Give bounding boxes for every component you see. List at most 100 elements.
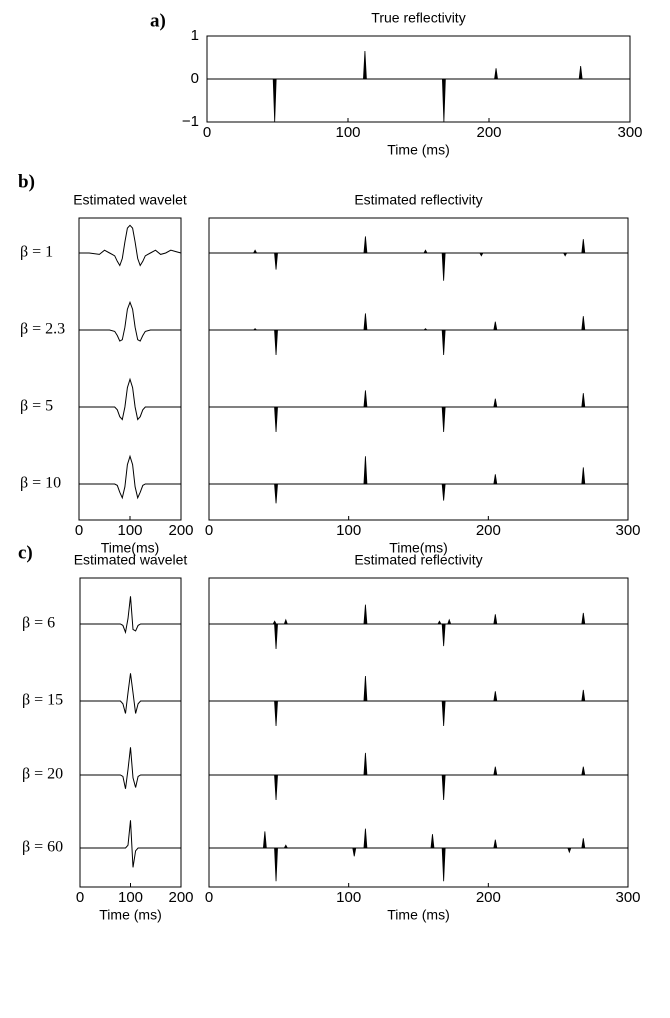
spike: [283, 618, 288, 625]
wavelet: [80, 820, 181, 868]
spike: [274, 406, 278, 432]
spike: [581, 393, 586, 408]
trace-label: β = 60: [22, 839, 63, 856]
panel-label: c): [18, 542, 33, 563]
x-tick-label: 300: [617, 124, 642, 141]
wavelet: [79, 224, 182, 267]
spike: [274, 774, 278, 800]
panel-title: Estimated reflectivity: [354, 192, 482, 208]
spike: [493, 614, 498, 625]
x-tick-label: 200: [476, 522, 501, 539]
x-tick-label: 0: [76, 889, 84, 906]
spike: [363, 51, 367, 80]
spike: [363, 313, 368, 331]
spike: [363, 236, 368, 254]
spike: [437, 620, 442, 625]
spike: [274, 623, 278, 649]
spike: [494, 68, 498, 80]
spike: [567, 847, 572, 854]
spike: [493, 474, 498, 485]
spike: [363, 828, 368, 849]
spike: [441, 252, 446, 281]
plot-frame: [78, 217, 182, 521]
trace-label: β = 2.3: [20, 321, 65, 338]
plot-frame: [208, 577, 629, 888]
spike: [430, 834, 435, 849]
panel-label: a): [150, 10, 166, 31]
spike: [441, 483, 446, 501]
spike: [363, 604, 368, 625]
panel-title: Estimated wavelet: [74, 552, 188, 568]
x-tick-label: 100: [335, 124, 360, 141]
spike: [493, 766, 498, 776]
spike: [581, 689, 586, 702]
panel-title: Estimated reflectivity: [354, 552, 482, 568]
spike: [272, 620, 277, 625]
spike: [441, 847, 446, 882]
spike: [581, 467, 586, 485]
spike: [441, 406, 446, 432]
plot-frame: [208, 217, 629, 521]
spike: [352, 847, 357, 857]
spike: [274, 700, 278, 726]
x-tick-label: 0: [205, 889, 213, 906]
spike: [441, 700, 446, 726]
spike: [493, 398, 498, 408]
x-axis-label: Time (ms): [99, 907, 161, 923]
spike: [283, 844, 288, 849]
x-tick-label: 300: [615, 889, 640, 906]
spike: [274, 329, 278, 355]
spike: [274, 847, 278, 882]
spike: [363, 456, 368, 485]
x-axis-label: Time (ms): [387, 907, 449, 923]
spike: [441, 78, 446, 123]
wavelet: [79, 454, 181, 500]
spike: [441, 623, 446, 647]
spike: [581, 316, 586, 331]
spike: [563, 252, 568, 257]
trace-label: β = 15: [22, 692, 63, 709]
spike: [447, 618, 452, 625]
y-tick-label: 1: [191, 27, 199, 44]
spike: [262, 831, 267, 849]
x-tick-label: 100: [117, 522, 142, 539]
y-tick-label: −1: [182, 113, 199, 130]
spike: [253, 328, 257, 331]
x-tick-label: 100: [118, 889, 143, 906]
x-tick-label: 300: [615, 522, 640, 539]
trace-label: β = 10: [20, 475, 61, 492]
x-tick-label: 200: [476, 124, 501, 141]
panel-title: True reflectivity: [371, 10, 465, 26]
spike: [441, 329, 446, 355]
x-tick-label: 200: [476, 889, 501, 906]
spike: [493, 321, 498, 331]
trace-label: β = 6: [22, 615, 55, 632]
spike: [493, 839, 498, 849]
spike: [423, 249, 428, 254]
x-axis-label: Time(ms): [101, 540, 160, 556]
wavelet: [79, 300, 181, 342]
spike: [581, 239, 586, 254]
spike: [493, 691, 498, 702]
x-axis-label: Time(ms): [389, 540, 448, 556]
trace-label: β = 20: [22, 766, 63, 783]
spike: [441, 774, 446, 800]
x-tick-label: 100: [336, 889, 361, 906]
trace-label: β = 1: [20, 244, 53, 261]
wavelet: [80, 673, 181, 714]
panel-title: Estimated wavelet: [73, 192, 187, 208]
panel-label: b): [18, 171, 35, 192]
spike: [479, 252, 484, 257]
wavelet: [79, 377, 181, 421]
spike: [272, 78, 277, 123]
spike: [423, 328, 428, 331]
wavelet: [80, 747, 181, 789]
trace-label: β = 5: [20, 398, 53, 415]
x-tick-label: 100: [336, 522, 361, 539]
wavelet: [80, 596, 181, 635]
spike: [363, 390, 368, 408]
spike: [253, 249, 257, 254]
x-tick-label: 200: [168, 522, 193, 539]
x-tick-label: 0: [75, 522, 83, 539]
